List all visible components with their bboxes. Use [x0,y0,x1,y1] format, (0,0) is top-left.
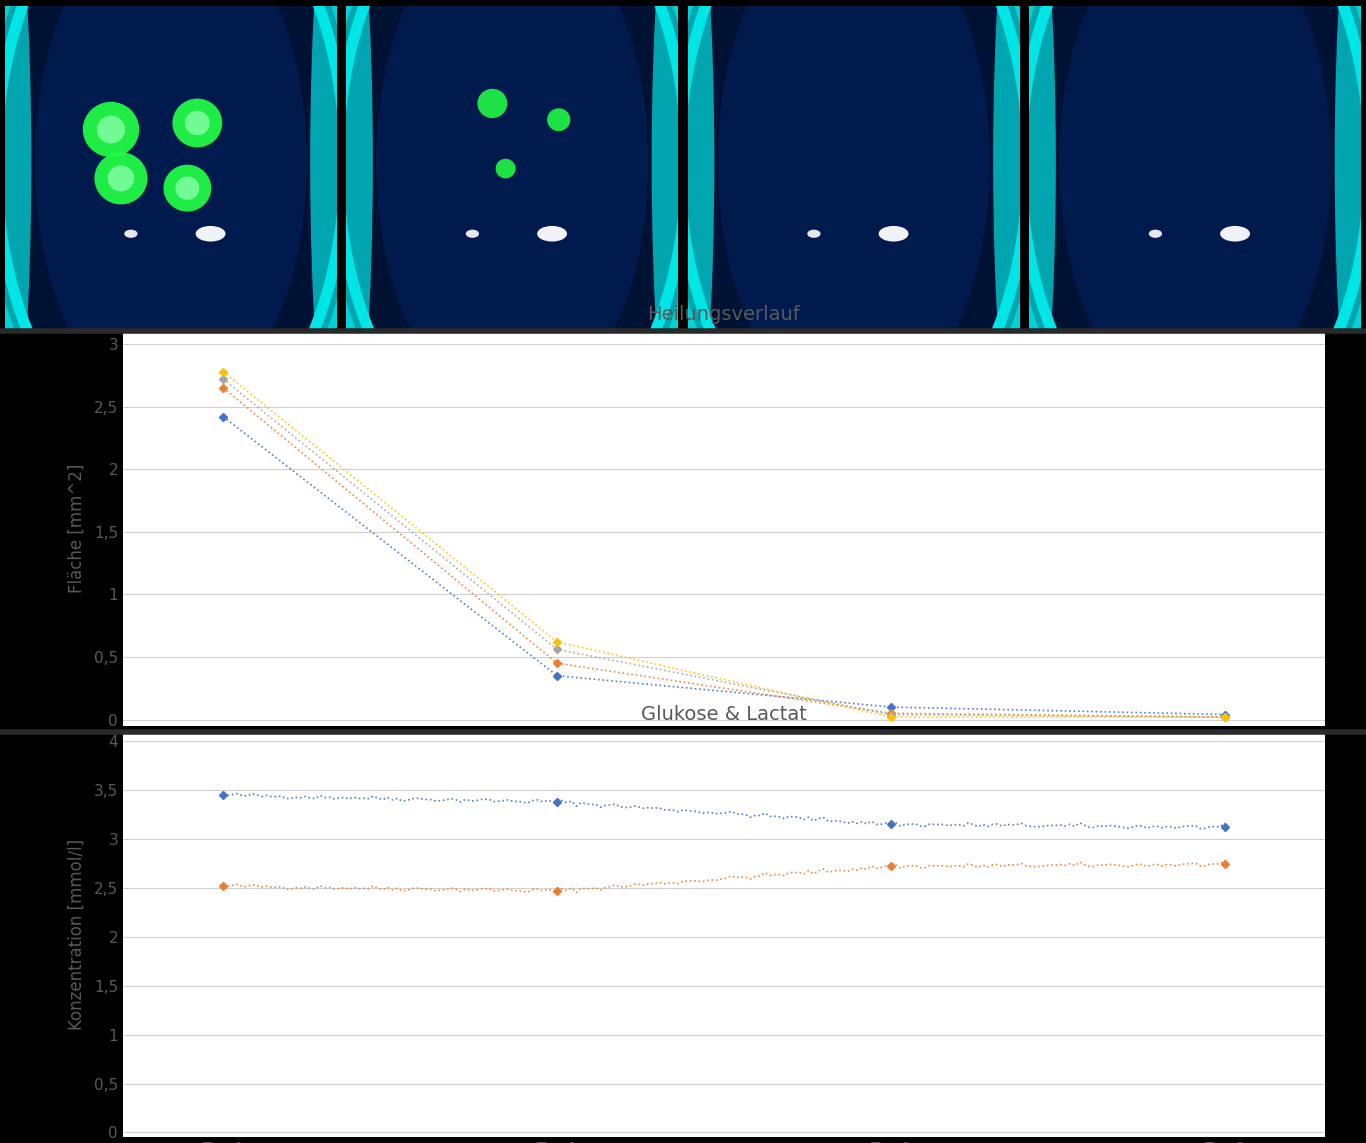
Ellipse shape [1335,0,1366,423]
Ellipse shape [1149,230,1162,238]
Ellipse shape [555,0,1153,520]
Legend: Spot 1, Spot 2, Spot 3, Spot 4: Spot 1, Spot 2, Spot 3, Spot 4 [458,797,990,824]
Circle shape [172,98,223,147]
Ellipse shape [466,230,479,238]
Circle shape [477,89,507,118]
Ellipse shape [717,0,990,415]
Ellipse shape [213,0,811,520]
Ellipse shape [124,230,138,238]
Circle shape [175,176,199,200]
Ellipse shape [1220,226,1250,241]
Circle shape [496,159,515,178]
Text: C: C [41,737,61,765]
X-axis label: Tage nach Verletzung: Tage nach Verletzung [635,754,813,772]
Ellipse shape [1016,0,1056,423]
Ellipse shape [34,0,307,415]
Ellipse shape [376,0,649,415]
Circle shape [164,165,212,211]
Circle shape [548,109,571,131]
Ellipse shape [1059,0,1332,415]
Ellipse shape [993,0,1033,423]
Y-axis label: Konzentration [mmol/l]: Konzentration [mmol/l] [67,839,86,1030]
Ellipse shape [878,226,908,241]
Ellipse shape [333,0,373,423]
Circle shape [108,166,134,191]
Ellipse shape [807,230,821,238]
Ellipse shape [310,0,350,423]
Ellipse shape [195,226,225,241]
Circle shape [97,115,126,143]
Text: B: B [41,343,61,370]
Title: Heilungsverlauf: Heilungsverlauf [647,305,800,325]
Ellipse shape [652,0,691,423]
Circle shape [94,152,148,205]
Ellipse shape [0,0,31,423]
Title: Glukose & Lactat: Glukose & Lactat [641,705,807,725]
Circle shape [83,102,139,158]
Circle shape [184,111,210,135]
Ellipse shape [675,0,714,423]
Ellipse shape [0,0,470,520]
Ellipse shape [537,226,567,241]
Ellipse shape [896,0,1366,520]
Y-axis label: Fläche [mm^2]: Fläche [mm^2] [68,464,86,593]
